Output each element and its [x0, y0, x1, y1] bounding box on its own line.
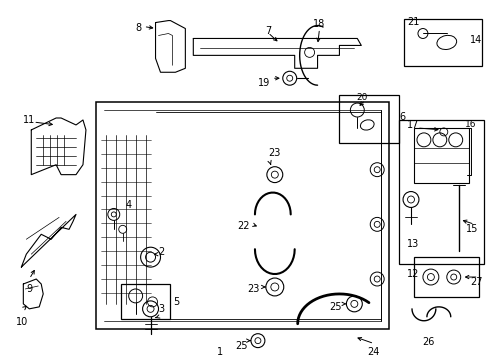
- Text: 9: 9: [26, 284, 32, 294]
- Bar: [413, 257, 478, 297]
- Bar: [398, 120, 483, 264]
- Text: 14: 14: [469, 36, 482, 45]
- Text: 8: 8: [135, 23, 142, 32]
- Text: 13: 13: [406, 239, 418, 249]
- Text: 10: 10: [16, 317, 29, 327]
- Text: 15: 15: [465, 224, 478, 234]
- Text: 6: 6: [398, 112, 405, 122]
- Text: 18: 18: [313, 19, 325, 28]
- Text: 11: 11: [23, 115, 36, 125]
- Text: 12: 12: [406, 269, 419, 279]
- Bar: [413, 128, 468, 183]
- Text: 17: 17: [406, 120, 419, 130]
- Text: 25: 25: [235, 341, 247, 351]
- Bar: [403, 19, 481, 66]
- Text: 16: 16: [464, 120, 475, 129]
- Text: 1: 1: [217, 347, 223, 357]
- Text: 25: 25: [328, 302, 341, 312]
- Bar: [96, 102, 388, 329]
- Text: 7: 7: [264, 26, 270, 36]
- Text: 23: 23: [267, 148, 280, 158]
- Text: 4: 4: [125, 199, 132, 210]
- Text: 19: 19: [257, 78, 269, 88]
- Text: 20: 20: [355, 93, 366, 102]
- Text: 5: 5: [173, 297, 179, 307]
- Text: 27: 27: [469, 277, 482, 287]
- Text: 21: 21: [406, 17, 419, 27]
- Text: 26: 26: [422, 337, 434, 347]
- Bar: [121, 284, 170, 319]
- Bar: [339, 95, 398, 143]
- Text: 23: 23: [247, 284, 260, 294]
- Text: 22: 22: [237, 221, 249, 231]
- Text: 3: 3: [158, 304, 164, 314]
- Text: 24: 24: [366, 347, 378, 357]
- Text: 2: 2: [158, 247, 164, 257]
